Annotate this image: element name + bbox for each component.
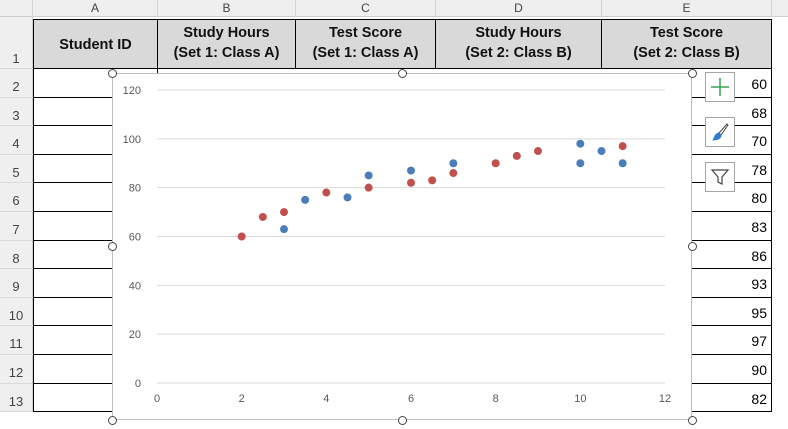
data-point-series-1[interactable]	[280, 225, 288, 234]
header-cell-label: Test Score	[649, 25, 724, 41]
resize-handle-right[interactable]	[688, 242, 697, 251]
data-point-series-2[interactable]	[512, 151, 521, 160]
data-point-series-2[interactable]	[407, 178, 415, 187]
row-header[interactable]: 10	[0, 297, 33, 327]
row-header[interactable]: 1	[0, 17, 33, 69]
header-cell-sublabel: (Set 2: Class B)	[633, 45, 740, 61]
chart-styles-button[interactable]	[705, 117, 735, 147]
row-header[interactable]: 5	[0, 154, 33, 184]
column-header-e[interactable]: E	[602, 0, 772, 17]
paintbrush-icon	[712, 123, 729, 141]
data-point-series-2[interactable]	[618, 142, 627, 151]
data-point-series-1[interactable]	[597, 147, 606, 156]
row-header[interactable]: 12	[0, 355, 33, 384]
header-cell-test-score-b[interactable]: Test Score (Set 2: Class B)	[602, 19, 772, 69]
cell-test-score-b[interactable]: 70	[692, 126, 772, 155]
data-point-series-2[interactable]	[258, 212, 267, 221]
data-point-series-2[interactable]	[237, 232, 246, 241]
x-tick-label: 6	[408, 393, 414, 405]
data-point-series-1[interactable]	[449, 159, 458, 168]
cell-test-score-b[interactable]: 82	[692, 383, 772, 413]
header-cell-label: Study Hours	[183, 25, 270, 41]
header-cell-test-score-a[interactable]: Test Score (Set 1: Class A)	[296, 19, 436, 69]
row-header[interactable]: 9	[0, 269, 33, 298]
data-point-series-2[interactable]	[491, 159, 500, 168]
row-header[interactable]: 11	[0, 326, 33, 355]
cell-test-score-b[interactable]: 86	[692, 240, 772, 270]
data-point-series-2[interactable]	[280, 208, 288, 217]
header-cell-label: Test Score	[328, 25, 403, 41]
cell-test-score-b[interactable]: 97	[692, 326, 772, 355]
column-header-d[interactable]: D	[436, 0, 602, 17]
x-tick-label: 8	[493, 393, 499, 405]
data-point-series-2[interactable]	[428, 176, 437, 185]
scatter-chart[interactable]: 0 20 40 60 80 100 120 0 2 4 6 8 10 12	[112, 73, 692, 420]
plus-icon	[711, 78, 729, 96]
select-all-corner[interactable]	[0, 0, 33, 17]
data-point-series-1[interactable]	[576, 159, 585, 168]
data-point-series-2[interactable]	[449, 169, 458, 178]
header-cell-sublabel: (Set 2: Class B)	[465, 45, 572, 61]
data-point-series-2[interactable]	[534, 147, 542, 156]
header-cell-student-id[interactable]: Student ID	[33, 19, 158, 69]
data-point-series-1[interactable]	[364, 171, 373, 180]
header-cell-study-hours-b[interactable]: Study Hours (Set 2: Class B)	[436, 19, 602, 69]
cell-test-score-b[interactable]: 95	[692, 297, 772, 327]
data-point-series-1[interactable]	[301, 195, 310, 204]
column-header-b[interactable]: B	[158, 0, 296, 17]
header-cell-label: Student ID	[59, 37, 132, 53]
cell-test-score-b[interactable]: 93	[692, 269, 772, 298]
y-tick-label: 40	[129, 280, 141, 292]
x-tick-label: 0	[154, 393, 160, 405]
resize-handle-top[interactable]	[398, 69, 407, 78]
header-cell-sublabel: (Set 1: Class A)	[312, 45, 419, 61]
y-tick-label: 60	[129, 232, 141, 244]
y-tick-label: 80	[129, 183, 141, 195]
x-tick-label: 4	[323, 393, 329, 405]
header-cell-study-hours-a[interactable]: Study Hours (Set 1: Class A)	[158, 19, 296, 69]
column-header-c[interactable]: C	[296, 0, 436, 17]
row-header[interactable]: 3	[0, 97, 33, 127]
column-header-a[interactable]: A	[33, 0, 158, 17]
resize-handle-bottom-right[interactable]	[688, 416, 697, 425]
resize-handle-bottom-left[interactable]	[108, 416, 117, 425]
header-cell-label: Study Hours	[475, 25, 562, 41]
chart-filters-button[interactable]	[705, 162, 735, 192]
data-point-series-1[interactable]	[407, 166, 415, 175]
y-tick-label: 120	[123, 85, 141, 97]
x-tick-label: 12	[659, 393, 671, 405]
x-tick-label: 2	[239, 393, 245, 405]
row-header[interactable]: 8	[0, 240, 33, 270]
data-point-series-1[interactable]	[576, 139, 585, 148]
cell-test-score-b[interactable]: 90	[692, 355, 772, 384]
cell-test-score-b[interactable]: 80	[692, 183, 772, 212]
y-tick-label: 100	[123, 134, 141, 146]
column-header-f[interactable]	[772, 0, 788, 17]
resize-handle-bottom[interactable]	[398, 416, 407, 425]
row-header[interactable]: 7	[0, 212, 33, 241]
row-header[interactable]: 2	[0, 69, 33, 98]
funnel-icon	[710, 169, 730, 185]
row-header[interactable]: 13	[0, 383, 33, 413]
resize-handle-left[interactable]	[108, 242, 117, 251]
y-tick-label: 20	[129, 329, 141, 341]
x-tick-label: 10	[574, 393, 586, 405]
chart-plot-area: 0 20 40 60 80 100 120 0 2 4 6 8 10 12	[123, 85, 671, 405]
header-cell-sublabel: (Set 1: Class A)	[173, 45, 280, 61]
y-tick-label: 0	[135, 378, 141, 390]
row-header[interactable]: 4	[0, 126, 33, 155]
row-header[interactable]: 6	[0, 183, 33, 212]
data-point-series-1[interactable]	[618, 159, 627, 168]
data-point-series-1[interactable]	[343, 193, 352, 202]
cell-test-score-b[interactable]: 83	[692, 212, 772, 241]
data-point-series-2[interactable]	[364, 183, 373, 192]
resize-handle-top-right[interactable]	[688, 69, 697, 78]
data-point-series-2[interactable]	[322, 188, 331, 197]
chart-elements-button[interactable]	[705, 72, 735, 102]
resize-handle-top-left[interactable]	[108, 69, 117, 78]
